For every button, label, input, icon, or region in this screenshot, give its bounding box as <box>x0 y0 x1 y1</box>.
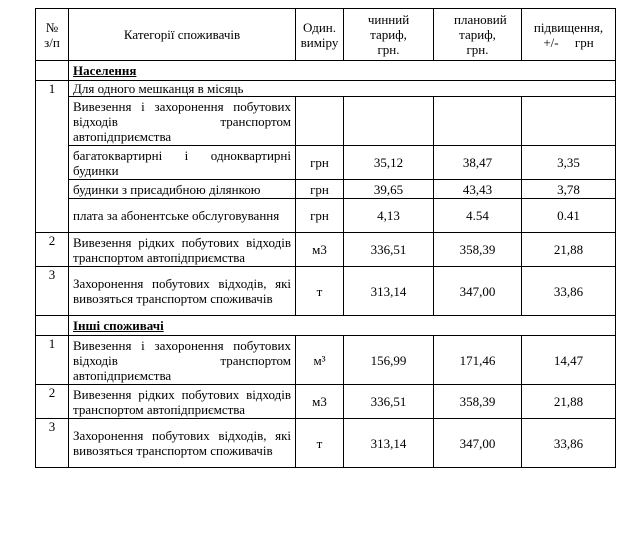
unit-cell: т <box>295 266 344 316</box>
planned-cell: 4.54 <box>433 198 522 233</box>
section-row: Інші споживачі <box>35 315 616 336</box>
unit-cell: грн <box>295 198 344 233</box>
category-cell: Вивезення рідких побутових відходів тран… <box>68 232 296 267</box>
row-number <box>35 145 69 180</box>
row-number <box>35 96 69 146</box>
category-cell: плата за абонентське обслуговування <box>68 198 296 233</box>
num-cell <box>35 60 69 81</box>
increase-cell: 33,86 <box>521 418 616 468</box>
table-row: 2 Вивезення рідких побутових відходів тра… <box>35 384 616 419</box>
table-row: 3 Захоронення побутових відходів, які вив… <box>35 266 616 316</box>
unit-cell <box>295 96 344 146</box>
planned-cell: 38,47 <box>433 145 522 180</box>
planned-cell: 171,46 <box>433 335 522 385</box>
header-num: № з/п <box>35 8 69 61</box>
current-cell: 39,65 <box>343 179 434 199</box>
section-title: Населення <box>68 60 616 81</box>
planned-cell: 358,39 <box>433 384 522 419</box>
table-row: багатоквартирні і одноквартирні будинки г… <box>35 145 616 180</box>
row-number: 1 <box>35 80 69 97</box>
planned-cell: 347,00 <box>433 418 522 468</box>
current-cell: 4,13 <box>343 198 434 233</box>
num-cell <box>35 315 69 336</box>
increase-cell: 3,78 <box>521 179 616 199</box>
current-cell: 313,14 <box>343 266 434 316</box>
current-cell: 156,99 <box>343 335 434 385</box>
unit-cell: м3 <box>295 384 344 419</box>
increase-cell: 0.41 <box>521 198 616 233</box>
header-category: Категорії споживачів <box>68 8 296 61</box>
category-cell: Вивезення і захоронення побутових відход… <box>68 335 296 385</box>
table-row: 1 Вивезення і захоронення побутових відхо… <box>35 335 616 385</box>
planned-cell <box>433 96 522 146</box>
increase-cell: 21,88 <box>521 232 616 267</box>
category-cell: будинки з присадибною ділянкою <box>68 179 296 199</box>
planned-cell: 358,39 <box>433 232 522 267</box>
current-cell: 35,12 <box>343 145 434 180</box>
header-row: № з/п Категорії споживачів Один. виміру … <box>35 8 616 61</box>
current-cell: 313,14 <box>343 418 434 468</box>
unit-cell: грн <box>295 179 344 199</box>
header-current: чинний тариф, грн. <box>343 8 434 61</box>
table-row: 2 Вивезення рідких побутових відходів тра… <box>35 232 616 267</box>
section-title: Інші споживачі <box>68 315 616 336</box>
table-row: будинки з присадибною ділянкою грн 39,65 43… <box>35 179 616 199</box>
row-number <box>35 198 69 233</box>
increase-cell: 21,88 <box>521 384 616 419</box>
increase-cell: 33,86 <box>521 266 616 316</box>
category-cell: Для одного мешканця в місяць <box>68 80 616 97</box>
row-number: 3 <box>35 266 69 316</box>
category-cell: Вивезення і захоронення побутових відход… <box>68 96 296 146</box>
unit-cell: м3 <box>295 232 344 267</box>
increase-cell <box>521 96 616 146</box>
row-number: 2 <box>35 384 69 419</box>
unit-cell: т <box>295 418 344 468</box>
category-cell: Захоронення побутових відходів, які виво… <box>68 266 296 316</box>
unit-cell: м³ <box>295 335 344 385</box>
current-cell: 336,51 <box>343 232 434 267</box>
header-planned: плановий тариф, грн. <box>433 8 522 61</box>
row-number: 1 <box>35 335 69 385</box>
increase-cell: 3,35 <box>521 145 616 180</box>
increase-cell: 14,47 <box>521 335 616 385</box>
table-row: 3 Захоронення побутових відходів, які вив… <box>35 418 616 468</box>
current-cell <box>343 96 434 146</box>
table-row: плата за абонентське обслуговування грн 4,… <box>35 198 616 233</box>
current-cell: 336,51 <box>343 384 434 419</box>
table-row: Вивезення і захоронення побутових відход… <box>35 96 616 146</box>
row-number: 3 <box>35 418 69 468</box>
category-cell: Захоронення побутових відходів, які виво… <box>68 418 296 468</box>
category-cell: Вивезення рідких побутових відходів тран… <box>68 384 296 419</box>
header-unit: Один. виміру <box>295 8 344 61</box>
row-number <box>35 179 69 199</box>
unit-cell: грн <box>295 145 344 180</box>
header-increase: підвищення, +/- грн <box>521 8 616 61</box>
row-number: 2 <box>35 232 69 267</box>
planned-cell: 43,43 <box>433 179 522 199</box>
section-row: Населення <box>35 60 616 81</box>
planned-cell: 347,00 <box>433 266 522 316</box>
tariff-table: № з/п Категорії споживачів Один. виміру … <box>35 8 616 468</box>
category-cell: багатоквартирні і одноквартирні будинки <box>68 145 296 180</box>
table-row: 1 Для одного мешканця в місяць <box>35 80 616 97</box>
